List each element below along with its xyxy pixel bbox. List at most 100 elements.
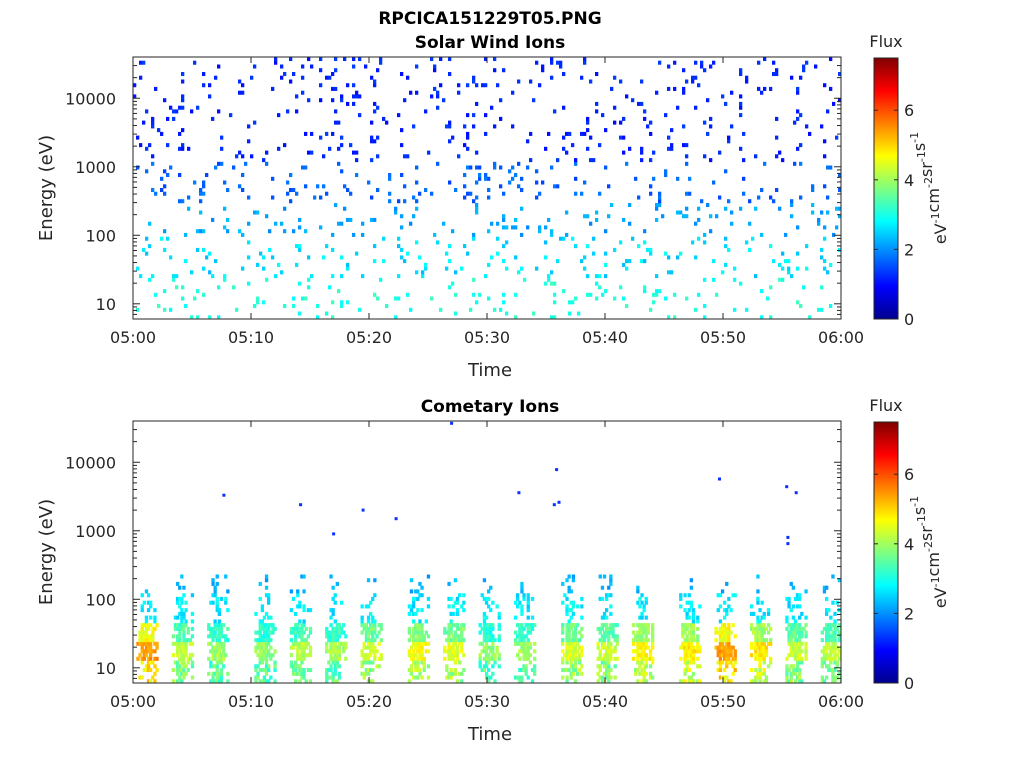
flux-cell — [144, 653, 149, 658]
flux-cell — [222, 664, 226, 669]
flux-cell — [685, 161, 689, 166]
flux-cell — [574, 296, 578, 301]
flux-cell — [449, 645, 453, 650]
flux-cell — [762, 623, 766, 628]
flux-cell — [526, 649, 530, 654]
flux-cell — [484, 623, 489, 628]
flux-cell — [760, 653, 764, 658]
flux-cell — [502, 300, 506, 305]
flux-cell — [804, 653, 808, 658]
flux-cell — [642, 623, 646, 628]
flux-cell — [445, 664, 449, 669]
flux-cell — [764, 649, 769, 654]
flux-cell — [502, 214, 506, 219]
flux-cell — [642, 649, 646, 654]
flux-cell — [505, 240, 509, 245]
flux-cell — [213, 626, 217, 631]
flux-cell — [766, 630, 771, 635]
flux-cell — [837, 649, 841, 654]
flux-cell — [138, 634, 142, 639]
flux-cell — [798, 649, 802, 654]
flux-cell — [484, 641, 489, 646]
flux-cell — [526, 638, 530, 643]
flux-cell — [749, 653, 754, 658]
flux-cell — [223, 277, 227, 282]
flux-cell — [573, 645, 578, 650]
flux-cell — [745, 75, 749, 80]
flux-cell — [571, 641, 575, 646]
flux-cell — [361, 221, 365, 226]
flux-cell — [681, 626, 685, 631]
flux-cell — [331, 608, 335, 613]
flux-cell — [140, 608, 144, 613]
flux-cell — [829, 634, 833, 639]
flux-cell — [190, 315, 194, 319]
flux-cell — [163, 184, 167, 189]
flux-cell — [258, 630, 262, 635]
flux-cell — [730, 210, 734, 215]
flux-cell — [700, 60, 704, 65]
flux-cell — [793, 638, 798, 643]
flux-cell — [424, 641, 428, 646]
flux-cell — [729, 660, 733, 665]
flux-cell — [687, 653, 691, 658]
flux-cell — [274, 221, 278, 226]
flux-cell — [547, 277, 551, 282]
flux-cell — [752, 679, 756, 683]
flux-cell — [605, 649, 609, 654]
flux-cell — [466, 191, 470, 196]
flux-cell — [171, 634, 175, 639]
flux-cell — [487, 195, 491, 200]
flux-cell — [325, 649, 329, 654]
flux-cell — [360, 671, 364, 676]
flux-cell — [458, 626, 462, 631]
flux-cell — [213, 589, 217, 594]
flux-cell — [415, 206, 419, 211]
flux-cell — [366, 615, 371, 620]
flux-cell — [190, 660, 195, 665]
flux-cell — [173, 615, 178, 620]
flux-cell — [661, 214, 665, 219]
flux-cell — [605, 664, 609, 669]
flux-cell — [304, 638, 308, 643]
flux-cell — [412, 634, 416, 639]
flux-cell — [838, 247, 841, 252]
flux-cell — [295, 191, 299, 196]
flux-cell — [264, 638, 269, 643]
flux-cell — [518, 630, 522, 635]
flux-cell — [839, 679, 841, 683]
flux-cell — [758, 649, 762, 654]
flux-cell — [302, 668, 306, 673]
flux-cell — [445, 668, 449, 673]
flux-cell — [412, 619, 416, 624]
flux-cell — [331, 585, 335, 590]
flux-cell — [247, 281, 251, 286]
flux-cell — [331, 611, 335, 616]
flux-cell — [182, 593, 186, 598]
flux-cell — [146, 664, 151, 669]
flux-cell — [140, 641, 144, 646]
flux-cell — [749, 645, 754, 650]
flux-cell — [199, 188, 203, 193]
flux-cell — [190, 593, 195, 598]
flux-cell — [400, 247, 404, 252]
flux-cell — [451, 229, 455, 234]
flux-cell — [827, 608, 831, 613]
flux-cell — [264, 679, 269, 683]
flux-cell — [178, 173, 182, 178]
flux-cell — [644, 600, 648, 605]
flux-cell — [691, 679, 696, 683]
flux-cell — [373, 292, 377, 297]
flux-cell — [833, 611, 837, 616]
flux-cell — [222, 623, 226, 628]
flux-cell — [640, 645, 644, 650]
flux-cell — [264, 630, 269, 635]
flux-cell — [258, 649, 262, 654]
flux-cell — [683, 626, 687, 631]
flux-cell — [696, 619, 700, 624]
flux-cell — [518, 679, 522, 683]
flux-cell — [762, 645, 766, 650]
flux-cell — [202, 180, 206, 185]
flux-cell — [462, 608, 466, 613]
flux-cell — [602, 638, 607, 643]
